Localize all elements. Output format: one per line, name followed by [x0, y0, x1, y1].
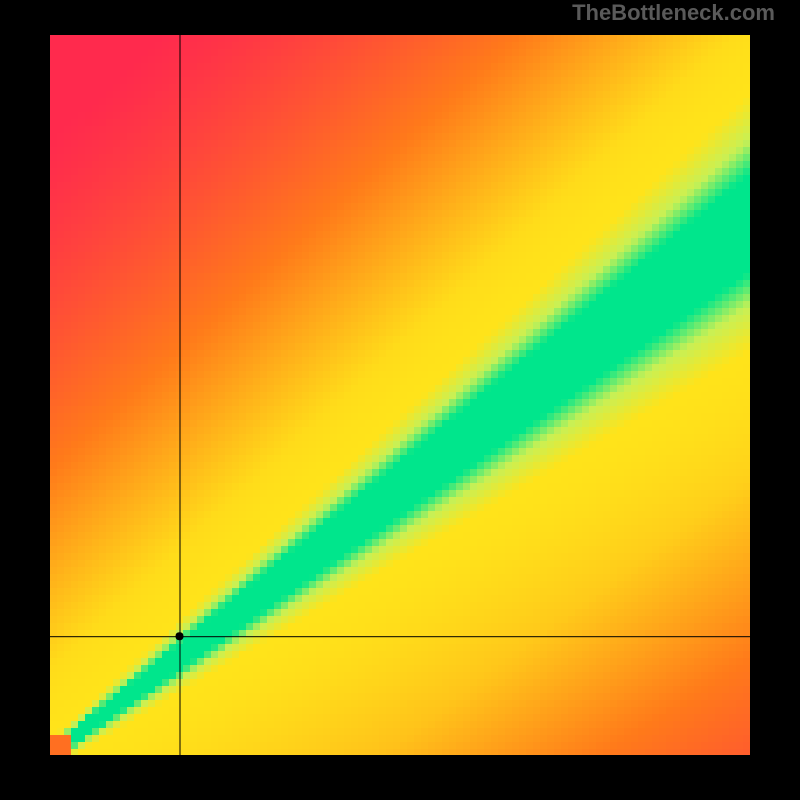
attribution-label: TheBottleneck.com: [572, 0, 775, 26]
heatmap-canvas: [50, 35, 750, 755]
chart-container: TheBottleneck.com: [0, 0, 800, 800]
plot-area: [50, 35, 750, 755]
